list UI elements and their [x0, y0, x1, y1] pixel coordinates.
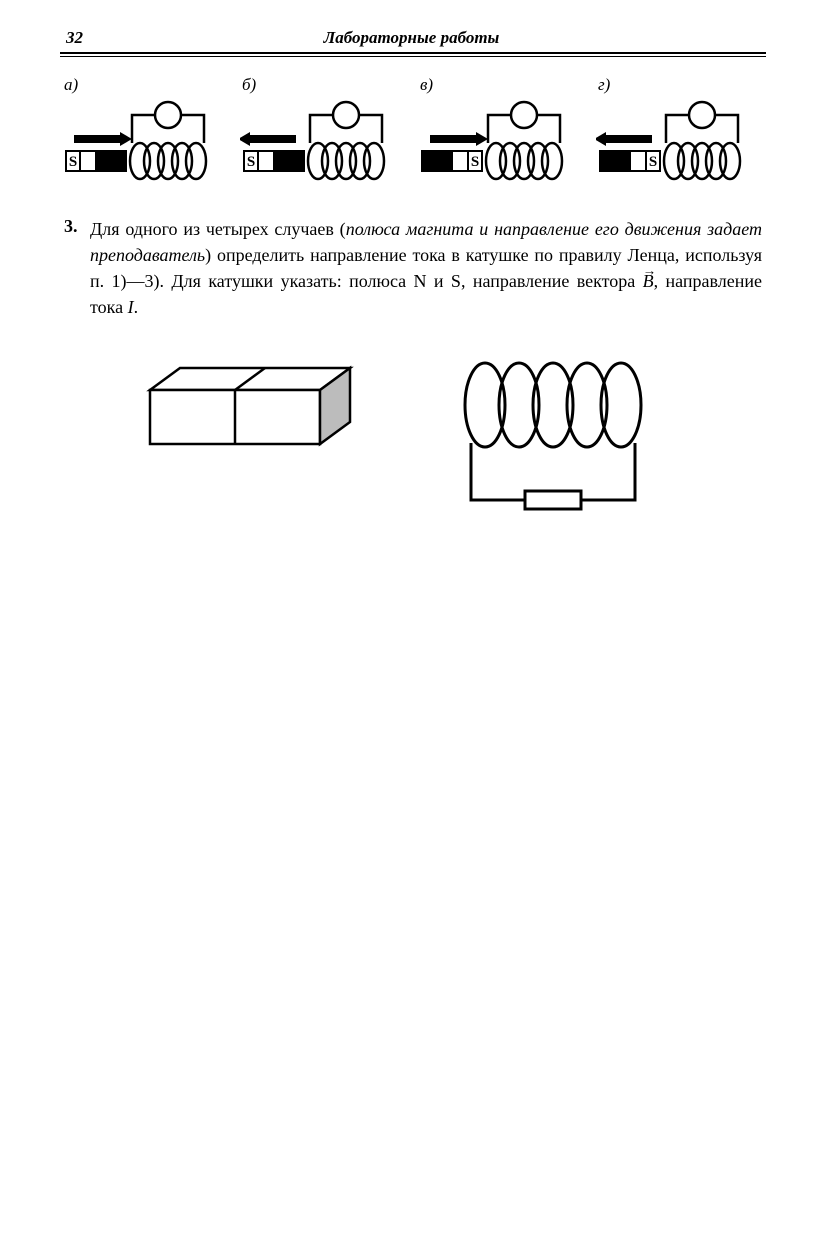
task-text: Для одного из четырех случаев (полюса ма…: [90, 216, 762, 320]
header-rule: [60, 52, 766, 57]
figure-panel: г) S: [596, 75, 766, 194]
figure-panel-label: г): [596, 75, 766, 95]
magnet-3d-figure: [132, 350, 362, 535]
running-header: 32 Лабораторные работы: [60, 28, 766, 50]
header-title: Лабораторные работы: [83, 28, 740, 48]
page-number: 32: [66, 28, 83, 48]
magnet-coil-icon: S: [240, 99, 410, 194]
figure-panel-label: а): [62, 75, 232, 95]
magnet-coil-icon: S: [596, 99, 766, 194]
task-text-part1: Для одного из четырех случаев (: [90, 219, 346, 239]
svg-text:S: S: [649, 154, 657, 170]
vector-b: B: [643, 268, 654, 294]
figure-row: а) S б) S в): [60, 75, 766, 194]
task-number: 3.: [64, 216, 90, 320]
figure-panel: в) S: [418, 75, 588, 194]
svg-text:S: S: [247, 154, 255, 170]
svg-text:S: S: [69, 154, 77, 170]
svg-text:S: S: [471, 154, 479, 170]
coil-circuit-figure: [445, 350, 695, 535]
magnet-coil-icon: S: [62, 99, 232, 194]
magnet-coil-icon: S: [418, 99, 588, 194]
task-3: 3. Для одного из четырех случаев (полюса…: [60, 216, 766, 320]
task-text-part4: .: [134, 297, 139, 317]
large-figures: [60, 350, 766, 535]
figure-panel: б) S: [240, 75, 410, 194]
figure-panel: а) S: [62, 75, 232, 194]
figure-panel-label: в): [418, 75, 588, 95]
figure-panel-label: б): [240, 75, 410, 95]
